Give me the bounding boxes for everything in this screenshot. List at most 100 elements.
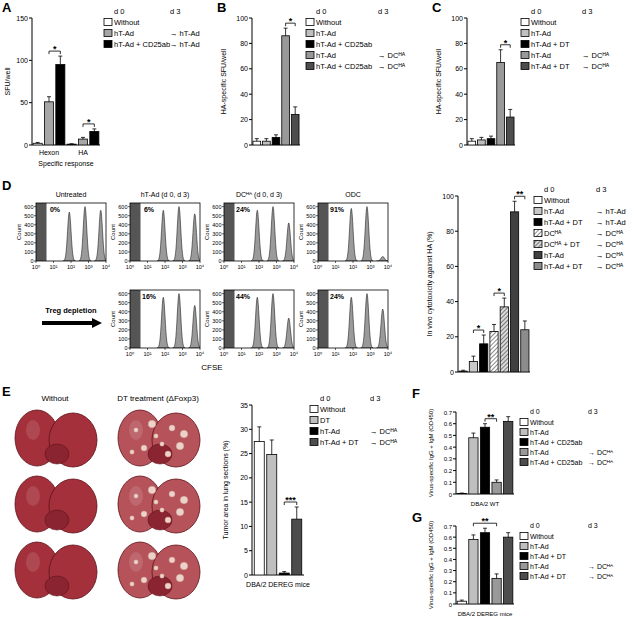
y-tick-label: 400 (118, 309, 127, 315)
y-tick (316, 215, 318, 216)
legend-entry: hT-Ad (531, 29, 551, 38)
x-tick (335, 261, 336, 263)
x-tick-label: 10⁴ (290, 264, 299, 270)
gate-band (130, 290, 141, 348)
tumor-nodule (180, 562, 188, 570)
y-tick (455, 301, 458, 302)
y-tick-label: 400 (306, 222, 315, 228)
y-tick (222, 242, 224, 243)
histogram-peak (95, 210, 106, 261)
y-axis-label: HA-specific SFU/well (220, 48, 228, 114)
y-tick-label: 500 (118, 300, 127, 306)
bar (459, 371, 467, 372)
legend-header: d 3 (596, 185, 606, 194)
bar (500, 307, 508, 372)
gate-band (224, 290, 235, 348)
bar (504, 421, 513, 494)
significance-label: * (87, 117, 91, 127)
error-bar (492, 324, 496, 331)
y-tick-label: 0.5 (444, 433, 453, 439)
y-tick-label: 0.7 (444, 410, 453, 416)
legend-header: d 3 (588, 522, 598, 529)
y-tick-label: 25 (240, 450, 248, 457)
x-tick-label: 10³ (367, 264, 375, 270)
y-axis (252, 405, 253, 575)
bar (490, 332, 498, 372)
x-tick-label: 10² (349, 264, 357, 270)
legend-entry: → DCᴴᴬ (582, 51, 610, 60)
y-tick (249, 429, 252, 430)
y-tick-label: 600 (118, 291, 127, 297)
bar (267, 455, 277, 575)
legend-entry: hT-Ad (530, 429, 549, 436)
y-tick (249, 43, 252, 44)
y-tick (222, 233, 224, 234)
legend-swatch (520, 533, 528, 540)
bar (468, 141, 476, 145)
y-tick (464, 94, 467, 95)
tumor-nodule (165, 583, 171, 589)
y-tick (29, 60, 32, 61)
gate-band (224, 203, 235, 261)
y-tick-label: 20 (455, 116, 463, 123)
legend-entry: Without (320, 405, 346, 414)
lung-lobe (148, 576, 172, 596)
tumor-nodule (176, 508, 184, 516)
y-tick (453, 548, 456, 549)
y-tick-label: 100 (118, 336, 127, 342)
x-tick-label: HA (78, 149, 88, 156)
gate-band (318, 290, 329, 348)
legend-swatch (310, 417, 318, 424)
legend-entry: hT-Ad + DT (530, 553, 567, 560)
y-tick (249, 477, 252, 478)
x-tick-label: 10² (67, 264, 75, 270)
bar (90, 131, 99, 145)
legend-entry: hT-Ad + DT (530, 573, 567, 580)
legend-swatch (104, 19, 112, 26)
significance-label: ** (481, 516, 489, 526)
tumor-nodule (154, 500, 158, 504)
y-tick (128, 206, 130, 207)
histogram-peak (251, 210, 263, 261)
x-tick-label: 10⁰ (126, 264, 135, 270)
y-tick (464, 145, 467, 146)
y-tick-label: 0 (449, 602, 453, 608)
x-tick-label: 10⁴ (384, 264, 393, 270)
bar (44, 102, 53, 145)
y-tick-label: 100 (118, 249, 127, 255)
lung-lobe (148, 510, 172, 530)
lung-lobe (45, 444, 69, 464)
y-tick (455, 196, 458, 197)
y-tick (453, 482, 456, 483)
y-tick (453, 470, 456, 471)
y-tick-label: 50 (20, 99, 28, 106)
y-tick-label: 300 (212, 318, 221, 324)
legend-entry: hT-Ad (531, 51, 551, 60)
legend-header: d 3 (170, 7, 180, 16)
x-tick-label: 10⁰ (126, 351, 135, 357)
y-tick-label: 600 (306, 291, 315, 297)
legend-swatch (306, 19, 314, 26)
y-tick (222, 215, 224, 216)
y-tick-label: 20 (240, 116, 248, 123)
y-tick (128, 320, 130, 321)
y-tick (128, 293, 130, 294)
legend-entry: Without (530, 533, 554, 540)
y-tick (128, 302, 130, 303)
y-tick (128, 224, 130, 225)
lung-highlight (26, 420, 40, 440)
y-tick-label: 0.1 (444, 480, 453, 486)
y-tick-label: 0.5 (444, 546, 453, 552)
y-tick (249, 526, 252, 527)
bar (510, 212, 518, 372)
legend-entry: → hT-Ad (170, 29, 200, 38)
x-tick-label: 10¹ (144, 351, 152, 357)
histogram (318, 290, 388, 348)
y-tick-label: 300 (24, 231, 33, 237)
significance-label: * (53, 44, 57, 54)
x-tick-label: 10⁰ (220, 351, 229, 357)
x-tick (353, 348, 354, 350)
y-tick-label: 0 (24, 142, 28, 149)
x-tick (259, 348, 260, 350)
tumor-nodule (148, 486, 156, 494)
